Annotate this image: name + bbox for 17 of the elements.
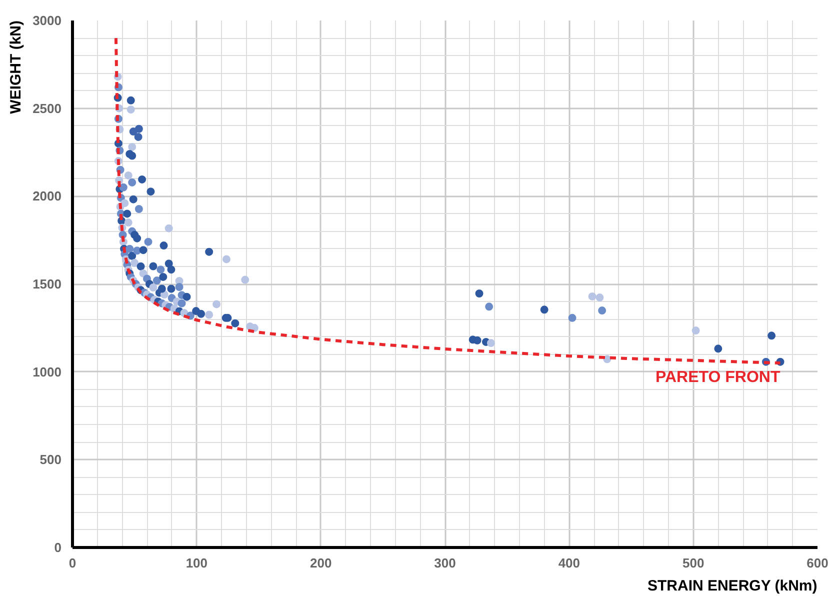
x-tick-label: 200 (310, 556, 332, 570)
x-tick-label: 400 (558, 556, 580, 570)
y-tick-label: 1000 (32, 364, 62, 380)
y-tick-label: 0 (54, 540, 62, 555)
series-label: PARETO FRONT (656, 369, 780, 386)
y-tick-label: 1500 (32, 276, 62, 292)
x-tick-label: 300 (434, 556, 456, 570)
x-axis-title: STRAIN ENERGY (kNm) (647, 578, 818, 594)
y-tick-label: 2000 (32, 188, 62, 204)
x-tick-label: 0 (68, 556, 76, 570)
x-tick-label: 600 (806, 556, 828, 570)
y-tick-label: 500 (40, 452, 62, 468)
y-tick-label: 2500 (32, 100, 62, 116)
y-axis-title: WEIGHT (kN) (8, 20, 24, 114)
y-tick-label: 3000 (32, 13, 62, 28)
x-tick-label: 500 (682, 556, 704, 570)
x-tick-label: 100 (186, 556, 208, 570)
